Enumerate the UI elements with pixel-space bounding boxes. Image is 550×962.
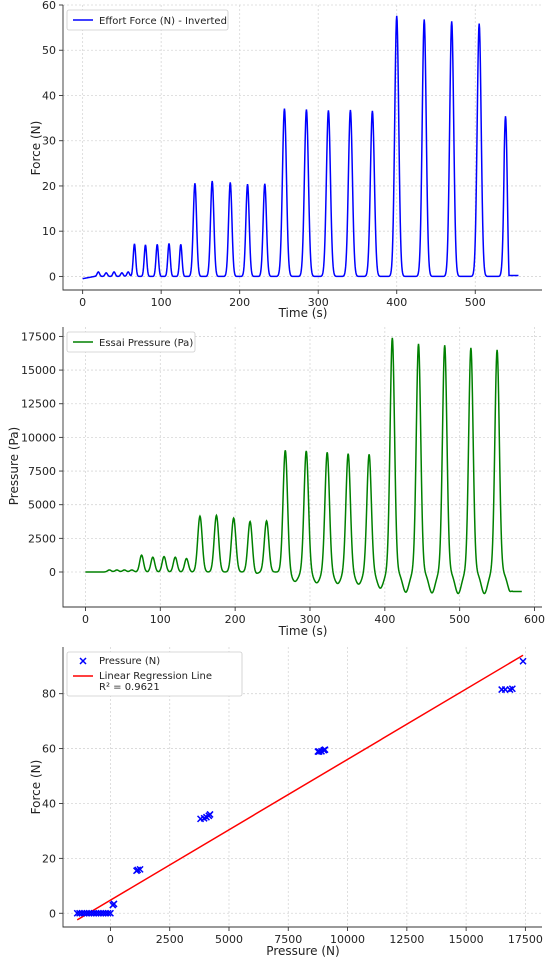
- chart2-y-tick-label: 2500: [28, 532, 56, 545]
- chart2-axes: [62, 327, 542, 608]
- chart2-x-tick-label: 0: [82, 613, 89, 626]
- chart3-x-tick-label: 12500: [389, 933, 424, 946]
- chart3-y-tick-label: 40: [42, 797, 56, 810]
- chart3-x-tick-label: 2500: [156, 933, 184, 946]
- chart1-spines: [62, 5, 542, 291]
- chart3-x-tick-label: 0: [107, 933, 114, 946]
- chart3-x-tick-label: 15000: [449, 933, 484, 946]
- chart3-y-tick-label: 20: [42, 852, 56, 865]
- chart2-legend-box: [66, 331, 196, 353]
- chart3-axes: [62, 647, 542, 928]
- scatter-point: [206, 810, 214, 818]
- chart2-x-tick-label: 500: [449, 613, 470, 626]
- pressure-time-chart: 0 100 200 300 400 500 600 0 2500 5000 7500 10000 125…: [7, 327, 545, 638]
- chart2-y-tick-label: 5000: [28, 499, 56, 512]
- chart1-x-tick-label: 300: [308, 296, 329, 309]
- chart3-legend-label-scatter: Pressure (N): [99, 656, 160, 667]
- chart3-legend-label-regression: Linear Regression Line: [99, 671, 212, 682]
- scatter-point: [110, 900, 118, 908]
- chart3-legend-box: [66, 651, 243, 697]
- chart1-x-tick-label: 400: [386, 296, 407, 309]
- chart2-x-tick-label: 300: [299, 613, 320, 626]
- scatter-point: [106, 909, 114, 917]
- scatter-point: [104, 909, 112, 917]
- chart2-pressure-line: [85, 337, 522, 595]
- chart1-y-tick-label: 60: [42, 0, 56, 12]
- scatter-point: [134, 866, 142, 874]
- chart1-y-tick-label: 20: [42, 180, 56, 193]
- chart2-legend: Essai Pressure (Pa): [66, 331, 196, 353]
- chart3-y-tick-label: 60: [42, 743, 56, 756]
- chart1-x-tick-label: 200: [229, 296, 250, 309]
- chart1-force-line: [82, 15, 519, 280]
- chart1-y-tick-label: 0: [49, 270, 56, 283]
- chart3-x-tick-label: 7500: [274, 933, 302, 946]
- chart1-x-tick-label: 100: [151, 296, 172, 309]
- chart3-x-axis-label: Pressure (N): [266, 944, 339, 958]
- chart3-y-tick-label: 80: [42, 688, 56, 701]
- chart3-ticks: 0 2500 5000 7500 10000 12500 15000 17500 0 20 40 60…: [42, 688, 543, 946]
- chart1-legend-box: [66, 9, 229, 31]
- chart3-legend-marker-swatch: [79, 657, 87, 665]
- chart2-x-tick-label: 400: [374, 613, 395, 626]
- scatter-point: [321, 746, 329, 754]
- chart1-y-tick-label: 30: [42, 135, 56, 148]
- chart3-regression-line: [76, 654, 524, 921]
- chart3-legend-label-r2: R² = 0.9621: [99, 682, 160, 693]
- chart2-y-tick-label: 7500: [28, 465, 56, 478]
- chart2-y-tick-label: 0: [49, 566, 56, 579]
- chart2-x-tick-label: 100: [150, 613, 171, 626]
- chart2-y-tick-label: 15000: [21, 364, 56, 377]
- chart2-y-axis-label: Pressure (Pa): [7, 427, 21, 505]
- chart2-legend-label: Essai Pressure (Pa): [99, 338, 193, 349]
- chart1-x-axis-label: Time (s): [278, 306, 328, 320]
- chart1-axes: [62, 5, 542, 291]
- chart3-y-tick-label: 0: [49, 907, 56, 920]
- chart3-y-axis-label: Force (N): [29, 760, 43, 815]
- chart1-x-tick-label: 500: [465, 296, 486, 309]
- chart3-spines: [62, 647, 542, 928]
- chart2-x-tick-label: 600: [524, 613, 545, 626]
- chart1-x-tick-label: 0: [79, 296, 86, 309]
- chart2-grid: [63, 327, 542, 607]
- chart1-legend-label: Effort Force (N) - Inverted: [99, 16, 227, 27]
- chart2-y-tick-label: 17500: [21, 330, 56, 343]
- chart1-ticks: 0 100 200 300 400 500 0 10 20 30 40 50 60: [42, 0, 486, 309]
- scatter-point: [315, 748, 323, 756]
- chart2-x-tick-label: 200: [225, 613, 246, 626]
- chart1-y-tick-label: 50: [42, 44, 56, 57]
- chart1-y-tick-label: 40: [42, 89, 56, 102]
- scatter-point: [508, 685, 516, 693]
- force-pressure-scatter: 0 2500 5000 7500 10000 12500 15000 17500 0 20 40 60…: [29, 647, 543, 958]
- chart3-x-tick-label: 17500: [508, 933, 543, 946]
- chart3-legend: Pressure (N) Linear Regression Line R² =…: [66, 651, 243, 697]
- chart3-x-tick-label: 5000: [215, 933, 243, 946]
- chart2-ticks: 0 100 200 300 400 500 600 0 2500 5000 7500 10000 125…: [21, 330, 545, 626]
- scatter-point: [519, 657, 527, 665]
- chart1-y-tick-label: 10: [42, 225, 56, 238]
- force-time-chart: 0 100 200 300 400 500 0 10 20 30 40 50 60 Time (s) F…: [29, 0, 542, 320]
- chart2-x-axis-label: Time (s): [278, 624, 328, 638]
- chart3-x-tick-label: 10000: [330, 933, 365, 946]
- scatter-point: [136, 865, 144, 873]
- chart2-y-tick-label: 12500: [21, 398, 56, 411]
- chart3-markers: [73, 657, 527, 917]
- chart1-y-axis-label: Force (N): [29, 121, 43, 176]
- chart3-grid: [63, 647, 542, 927]
- chart2-y-tick-label: 10000: [21, 431, 56, 444]
- chart2-spines: [62, 327, 542, 608]
- chart1-legend: Effort Force (N) - Inverted: [66, 9, 229, 31]
